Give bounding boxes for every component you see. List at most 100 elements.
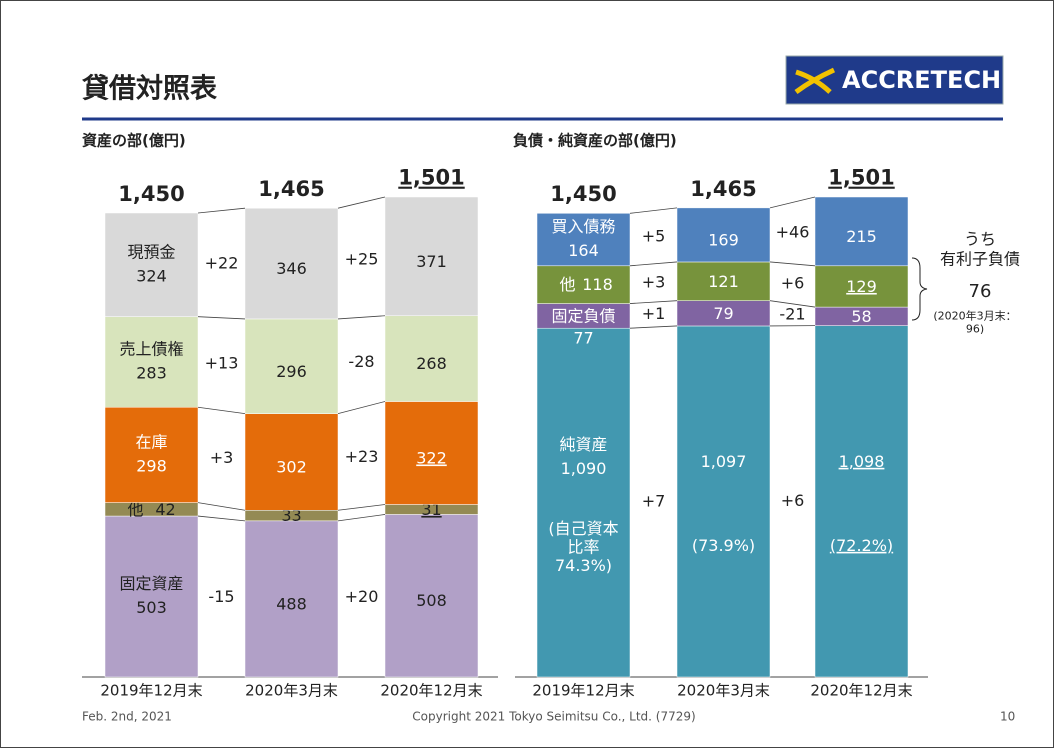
- total-label: 1,450: [550, 182, 616, 206]
- logo-text: ACCRETECH: [842, 66, 1001, 94]
- x-tick-label: 2020年3月末: [677, 682, 770, 700]
- x-tick-label: 2019年12月末: [532, 682, 634, 700]
- annotation-value: 76: [969, 281, 992, 302]
- value-label: 77: [573, 329, 593, 348]
- bar-segment: [244, 413, 339, 511]
- logo: ACCRETECH: [785, 55, 1004, 105]
- change-label: +3: [642, 273, 666, 292]
- bar-segment: [676, 300, 771, 327]
- bar-segment: [814, 196, 909, 267]
- value-label: 215: [846, 227, 877, 246]
- value-label: 268: [416, 354, 447, 373]
- series-name: 現預金: [127, 242, 175, 261]
- value-label: 371: [416, 252, 447, 271]
- bar-segment: [104, 316, 199, 408]
- bar-segment: [814, 265, 909, 308]
- connector: [629, 300, 678, 304]
- value-label: 1,098: [839, 452, 885, 471]
- change-label: +6: [781, 491, 805, 510]
- bar-segment: [244, 520, 339, 678]
- value-label: 1,097: [701, 452, 747, 471]
- copyright: Copyright 2021 Tokyo Seimitsu Co., Ltd. …: [412, 710, 695, 724]
- value-label: 503: [136, 598, 167, 617]
- value-label: 302: [276, 457, 307, 476]
- bar-segment: [814, 325, 909, 678]
- change-label: +20: [345, 587, 379, 606]
- series-name: 固定資産: [119, 574, 183, 593]
- total-label: 1,465: [258, 177, 324, 201]
- connector: [769, 196, 816, 209]
- series-name: 純資産: [559, 435, 607, 454]
- value-label: 508: [416, 591, 447, 610]
- series-name: 売上債権: [119, 339, 183, 358]
- connector: [337, 514, 386, 522]
- brace: [911, 257, 928, 321]
- bar-segment: [676, 261, 771, 301]
- page-number: 10: [1000, 710, 1015, 724]
- connector: [337, 401, 386, 415]
- bar-segment: [104, 406, 199, 503]
- value-label: 79: [713, 304, 733, 323]
- connector: [629, 207, 678, 214]
- value-label: 33: [281, 506, 301, 525]
- change-label: +6: [781, 273, 805, 292]
- series-name: 他: [559, 275, 575, 294]
- change-label: +5: [642, 227, 666, 246]
- annotation-note: (2020年3月末： 96): [933, 309, 1016, 336]
- value-label: 346: [276, 259, 307, 278]
- footer-date: Feb. 2nd, 2021: [82, 710, 172, 724]
- total-label: 1,501: [828, 166, 894, 190]
- value-label: 169: [708, 230, 739, 249]
- connector: [197, 207, 246, 214]
- x-tick-label: 2019年12月末: [100, 682, 202, 700]
- x-tick-label: 2020年3月末: [245, 682, 338, 700]
- logo-box: [785, 55, 1004, 105]
- change-label: +13: [205, 354, 239, 373]
- value-label: 164: [568, 241, 599, 260]
- x-tick-label: 2020年12月末: [810, 682, 912, 700]
- annotation: うち: [964, 230, 996, 249]
- value-label: 118: [582, 275, 613, 294]
- value-label: 42: [155, 500, 175, 519]
- note-label: (自己資本比率 74.3%): [548, 519, 618, 575]
- change-label: +1: [642, 304, 666, 323]
- series-name: 他: [127, 500, 143, 519]
- value-label: 296: [276, 362, 307, 381]
- change-label: +22: [205, 254, 239, 273]
- bar-segment: [676, 207, 771, 263]
- change-label: +7: [642, 492, 666, 511]
- bar-segment: [536, 303, 631, 329]
- chart-title: 負債・純資産の部(億円): [513, 132, 677, 150]
- bar-segment: [384, 196, 479, 316]
- bar-segment: [104, 515, 199, 678]
- series-name: 買入債務: [551, 217, 615, 236]
- total-label: 1,465: [690, 177, 756, 201]
- value-label: 129: [846, 277, 877, 296]
- annotation: 有利子負債: [940, 250, 1020, 269]
- bar-segment: [244, 207, 339, 320]
- value-label: 324: [136, 266, 167, 285]
- change-label: +3: [210, 448, 234, 467]
- change-label: +25: [345, 249, 379, 268]
- bar-segment: [676, 325, 771, 678]
- value-label: 1,090: [561, 459, 607, 478]
- connector: [337, 504, 386, 511]
- connector: [769, 261, 816, 267]
- logo-swoosh: [794, 67, 836, 95]
- bar-segment: [104, 502, 199, 517]
- connector: [629, 325, 678, 329]
- change-label: -21: [779, 304, 805, 323]
- chart-title: 資産の部(億円): [82, 132, 186, 150]
- connector: [769, 300, 816, 308]
- value-label: 121: [708, 272, 739, 291]
- change-label: -15: [208, 587, 234, 606]
- series-name: 在庫: [135, 432, 167, 451]
- connector: [337, 196, 386, 209]
- total-label: 1,450: [118, 182, 184, 206]
- connector: [629, 261, 678, 267]
- x-tick-label: 2020年12月末: [380, 682, 482, 700]
- bar-segment: [536, 327, 631, 678]
- connector: [197, 515, 246, 522]
- slide-title: 貸借対照表: [82, 73, 217, 105]
